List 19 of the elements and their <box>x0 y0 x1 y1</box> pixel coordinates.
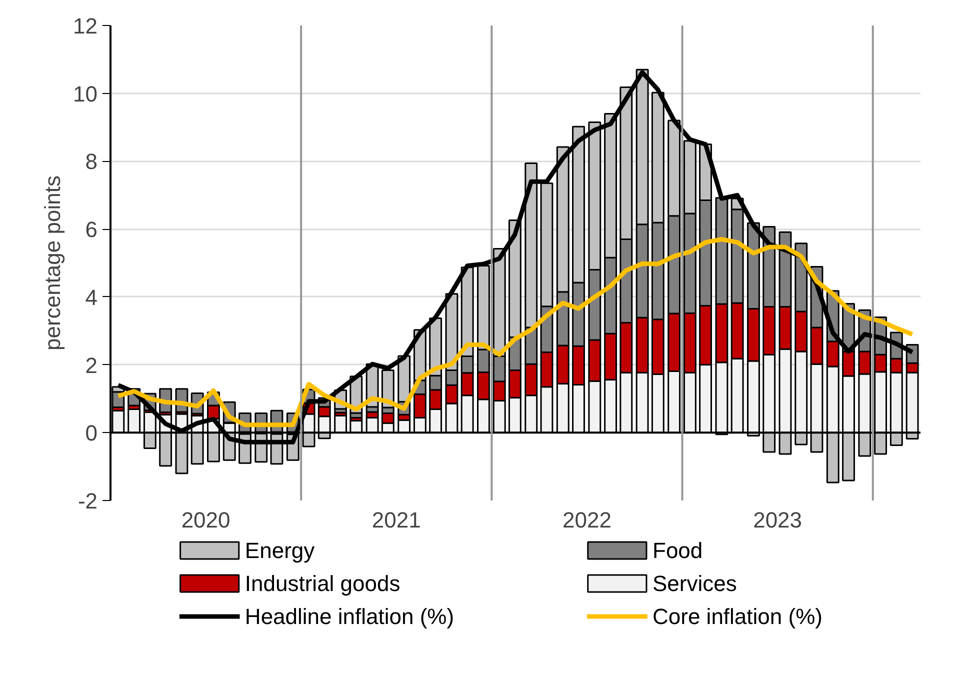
legend-label: Food <box>652 538 703 563</box>
y-tick-label: 6 <box>85 217 98 242</box>
legend-label: Industrial goods <box>244 571 400 596</box>
y-tick-label: 2 <box>85 352 98 378</box>
legend-label: Headline inflation (%) <box>244 604 454 629</box>
legend-label: Energy <box>244 538 315 563</box>
y-axis-title: percentage points <box>40 176 66 350</box>
y-tick-label: 10 <box>73 81 98 106</box>
y-tick-label: 8 <box>85 149 98 174</box>
y-tick-label: 4 <box>85 284 98 310</box>
y-tick-label: 12 <box>73 14 98 38</box>
legend-label: Services <box>652 571 737 596</box>
x-tick-label: 2021 <box>372 508 421 532</box>
y-tick-label: 0 <box>85 420 98 446</box>
x-tick-label: 2020 <box>181 508 230 532</box>
y-tick-label: -2 <box>78 488 98 514</box>
x-tick-label: 2023 <box>753 508 802 532</box>
x-tick-label: 2022 <box>562 508 612 532</box>
legend-label: Core inflation (%) <box>652 604 822 629</box>
